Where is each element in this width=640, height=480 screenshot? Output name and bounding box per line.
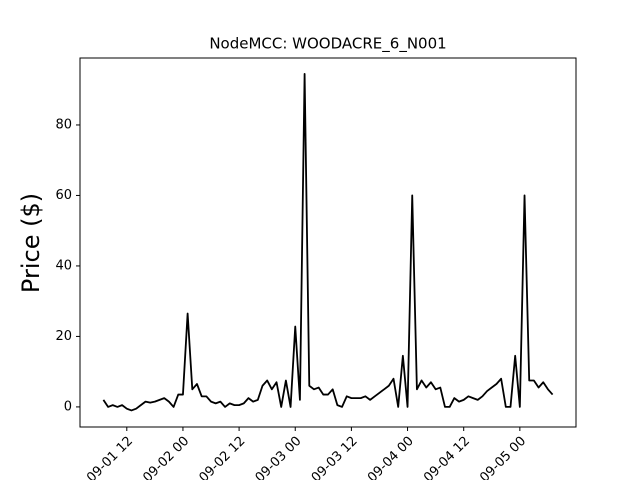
x-tick-label: 09-04 12 [421,434,473,480]
x-tick-label: 09-04 00 [365,434,417,480]
y-tick-label: 80 [55,117,72,132]
y-tick-label: 60 [55,188,72,203]
x-tick-label: 09-05 00 [477,434,529,480]
y-tick-label: 40 [55,258,72,273]
x-tick-label: 09-03 12 [309,434,361,480]
y-tick-label: 0 [64,399,72,414]
plot-frame [79,57,577,428]
y-axis-label: Price ($) [17,193,45,293]
chart-title: NodeMCC: WOODACRE_6_N001 [209,35,446,54]
x-tick-label: 09-01 12 [84,434,136,480]
price-line [102,72,554,412]
x-tick-label: 09-02 00 [140,434,192,480]
x-tick-label: 09-02 12 [196,434,248,480]
y-tick-label: 20 [55,329,72,344]
x-tick-label: 09-03 00 [253,434,305,480]
